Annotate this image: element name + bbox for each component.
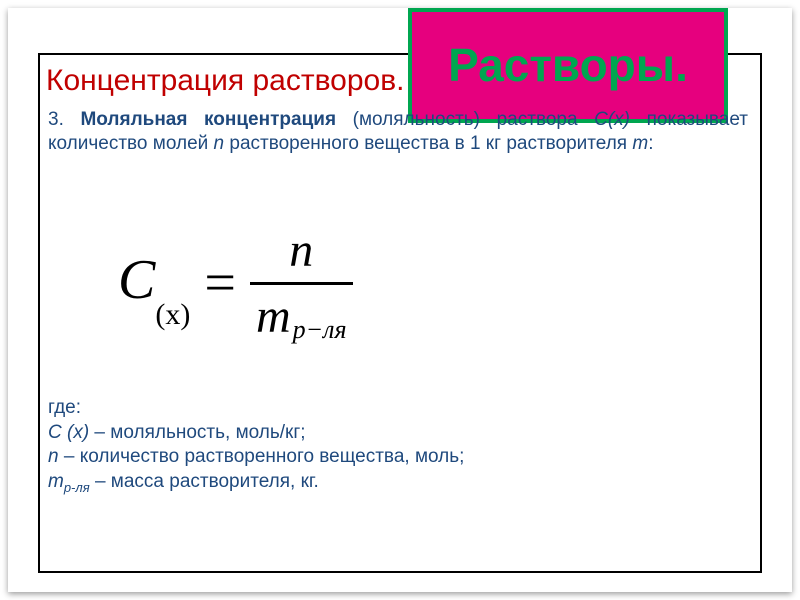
formula-eq: = [204,251,236,315]
def-term-text: Моляльная концентрация [80,109,336,130]
where-2-text: – количество растворенного вещества, мол… [59,446,465,467]
where-2-sym: n [48,446,59,467]
formula-C: C [118,249,155,311]
where-line-3: mр-ля – масса растворителя, кг. [48,470,464,497]
where-3-sub: р-ля [64,480,90,495]
def-symbol-m: m [632,133,648,154]
def-end: : [648,133,653,154]
formula-den-sub: р−ля [293,315,347,345]
def-symbol-n: n [214,133,225,154]
where-3-sym: m [48,471,64,492]
where-3-text: – масса растворителя, кг. [90,471,319,492]
def-number: 3. [48,109,64,130]
where-block: где: C (x) – моляльность, моль/кг; n – к… [48,396,464,497]
category-badge: Растворы. [408,8,728,123]
formula: C(x) = n m р−ля [118,208,518,358]
formula-denominator: m р−ля [250,282,353,344]
where-1-text: – моляльность, моль/кг; [89,422,305,443]
definition-text: 3. Моляльная концентрация (моляльность) … [48,108,748,156]
def-seg-3: растворенного вещества в 1 кг растворите… [224,133,632,154]
formula-den-m: m [256,289,291,344]
where-line-1: C (x) – моляльность, моль/кг; [48,421,464,446]
category-badge-text: Растворы. [448,41,688,89]
slide-title: Концентрация растворов. [46,64,405,98]
formula-fraction: n m р−ля [250,223,353,344]
def-symbol-cx: C(x) [594,109,630,130]
def-term: Моляльная концентрация [80,109,352,130]
formula-C-sub: (x) [155,298,190,331]
slide: Растворы. Концентрация растворов. 3. Мол… [8,8,792,592]
where-label: где: [48,396,464,421]
formula-lhs: C(x) [118,248,190,318]
where-1-sym: C (x) [48,422,89,443]
where-line-2: n – количество растворенного вещества, м… [48,445,464,470]
formula-numerator: n [263,223,339,282]
def-seg-1: (моляльность) раствора [353,109,595,130]
